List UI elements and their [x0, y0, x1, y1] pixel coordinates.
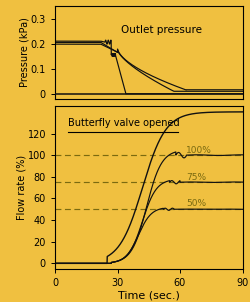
Text: 100%: 100% — [186, 146, 212, 155]
X-axis label: Time (sec.): Time (sec.) — [118, 291, 180, 300]
Text: 50%: 50% — [186, 199, 206, 208]
Text: Outlet pressure: Outlet pressure — [122, 25, 202, 35]
Y-axis label: Flow rate (%): Flow rate (%) — [16, 155, 26, 220]
Text: Butterfly valve opened: Butterfly valve opened — [68, 118, 180, 128]
Y-axis label: Pressure (kPa): Pressure (kPa) — [19, 18, 29, 87]
Text: 75%: 75% — [186, 173, 206, 182]
